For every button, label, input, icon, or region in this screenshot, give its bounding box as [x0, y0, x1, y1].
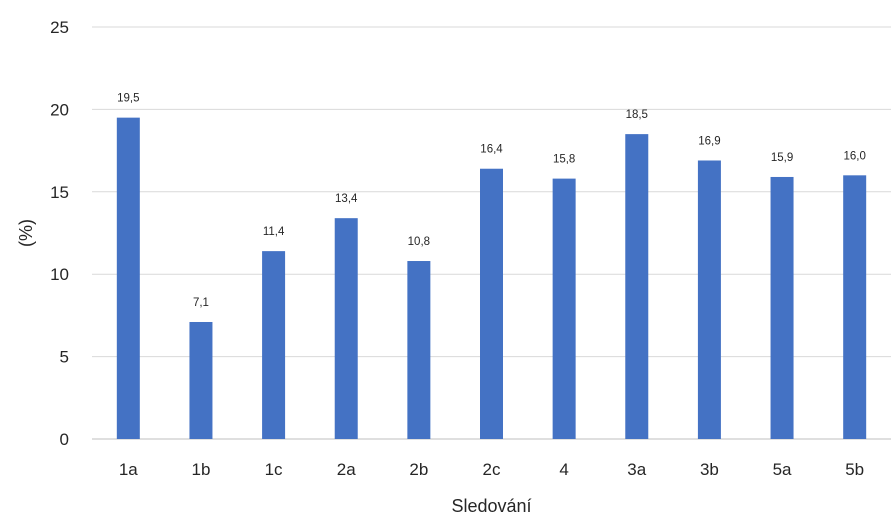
x-tick-label-1c: 1c	[265, 460, 283, 479]
bar-1c	[262, 251, 286, 439]
bar-4	[552, 178, 576, 439]
bar-5b	[843, 175, 867, 439]
bar-2c	[480, 168, 503, 439]
x-tick-label-5b: 5b	[845, 460, 864, 479]
data-label-2c: 16,4	[480, 144, 503, 156]
x-axis-ticks: 1a 1b 1c 2a 2b 2c 4 3a 3b 5a 5b	[119, 460, 864, 479]
bar-3a	[625, 134, 649, 439]
data-label-2a: 13,4	[335, 193, 358, 205]
y-tick-label: 15	[50, 183, 69, 202]
y-tick-label: 0	[60, 430, 69, 449]
x-tick-label-2c: 2c	[483, 460, 501, 479]
y-tick-label: 10	[50, 265, 69, 284]
x-tick-label-5a: 5a	[773, 460, 792, 479]
data-labels: 19,5 7,1 11,4 13,4 10,8 16,4 15,8 18,5 16,9 15,9 1…	[117, 93, 866, 309]
x-axis-title: Sledování	[451, 496, 531, 516]
data-label-5a: 15,9	[771, 152, 793, 164]
bar-2b	[407, 261, 431, 439]
y-tick-label: 20	[50, 100, 69, 119]
y-tick-label: 25	[50, 18, 69, 37]
data-label-1a: 19,5	[117, 93, 139, 105]
data-label-5b: 16,0	[843, 150, 865, 162]
data-label-4: 15,8	[553, 154, 575, 166]
data-label-3b: 16,9	[698, 135, 720, 147]
x-tick-label-4: 4	[559, 460, 568, 479]
data-label-3a: 18,5	[626, 109, 648, 121]
bar-1b	[189, 321, 213, 439]
y-axis-title: (%)	[16, 219, 36, 247]
bar-3b	[697, 160, 721, 439]
bar-1a	[116, 117, 140, 439]
x-tick-label-1a: 1a	[119, 460, 138, 479]
x-tick-label-2b: 2b	[409, 460, 428, 479]
bar-2a	[334, 218, 358, 439]
x-tick-label-3b: 3b	[700, 460, 719, 479]
y-tick-label: 5	[60, 348, 69, 367]
y-axis-ticks: 0 5 10 15 20 25	[50, 18, 69, 449]
x-tick-label-1b: 1b	[191, 460, 210, 479]
data-label-2b: 10,8	[408, 236, 430, 248]
x-tick-label-3a: 3a	[627, 460, 646, 479]
bars	[116, 117, 867, 439]
bar-5a	[770, 176, 794, 439]
data-label-1b: 7,1	[193, 297, 209, 309]
data-label-1c: 11,4	[263, 226, 285, 238]
x-tick-label-2a: 2a	[337, 460, 356, 479]
